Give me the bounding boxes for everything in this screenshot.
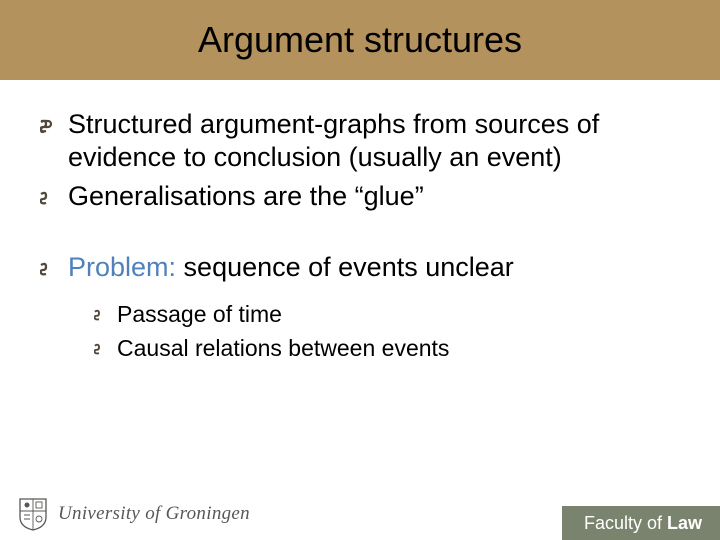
section-icon [40, 255, 54, 283]
section-icon [94, 304, 105, 326]
bullet-item: Problem: sequence of events unclear [40, 251, 680, 284]
university-logo: University of Groningen [18, 494, 298, 534]
spacer [40, 219, 680, 251]
problem-label: Problem: [68, 252, 176, 282]
footer-text: Faculty of Law [584, 513, 702, 534]
footer-bold: Law [667, 513, 702, 533]
footer-prefix: Faculty of [584, 513, 667, 533]
slide-title: Argument structures [198, 19, 522, 61]
sub-bullet-item: Causal relations between events [94, 334, 680, 363]
bullet-item: Generalisations are the “glue” [40, 180, 680, 213]
title-bar: Argument structures [0, 0, 720, 80]
bullet-text: Structured argument-graphs from sources … [68, 108, 680, 174]
university-name: University of Groningen [58, 503, 250, 525]
bullet-item: Structured argument-graphs from sources … [40, 108, 680, 174]
section-icon [40, 184, 54, 212]
problem-rest: sequence of events unclear [176, 252, 514, 282]
sub-bullet-group: Passage of time Causal relations between… [40, 290, 680, 363]
bullet-text: Problem: sequence of events unclear [68, 251, 514, 284]
footer-bar: Faculty of Law [562, 506, 720, 540]
section-icon [40, 112, 54, 140]
slide-body: Structured argument-graphs from sources … [0, 80, 720, 362]
bullet-text: Generalisations are the “glue” [68, 180, 424, 213]
section-icon [94, 338, 105, 360]
sub-bullet-text: Causal relations between events [117, 334, 449, 363]
sub-bullet-text: Passage of time [117, 300, 282, 329]
crest-icon [18, 497, 48, 531]
sub-bullet-item: Passage of time [94, 300, 680, 329]
